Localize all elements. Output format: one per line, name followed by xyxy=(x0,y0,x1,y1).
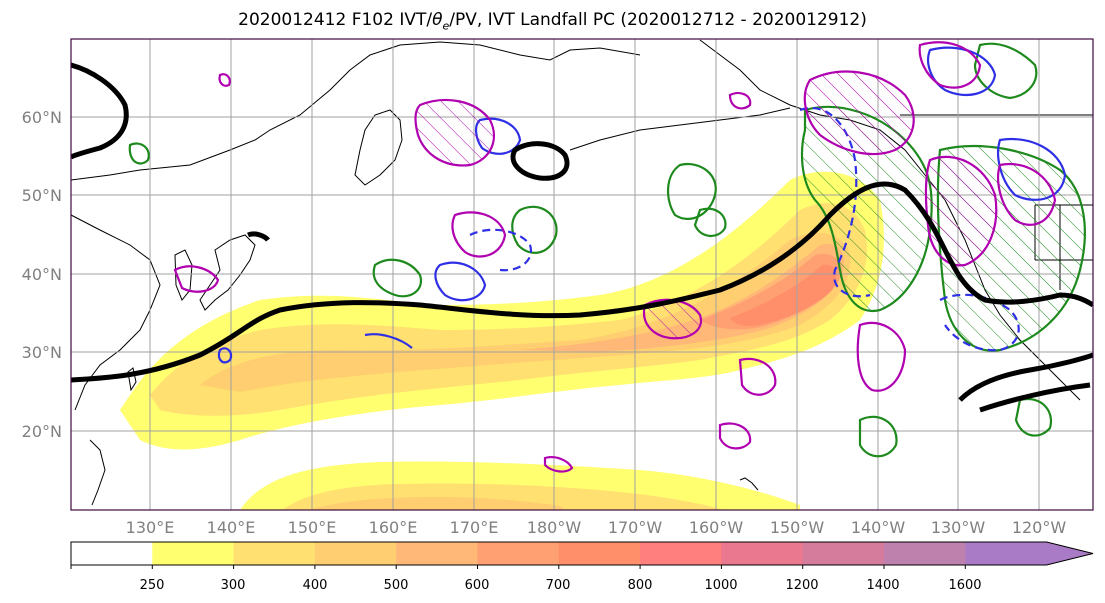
figure-title: 2020012412 F102 IVT/θe/PV, IVT Landfall … xyxy=(238,10,867,33)
colorbar-label-1000: 1000 xyxy=(704,578,737,593)
lon-label-160w: 160°W xyxy=(689,518,744,537)
colorbar-cell xyxy=(314,542,397,565)
colorbar-outline xyxy=(70,541,1094,566)
colorbar-label-800: 800 xyxy=(628,578,653,593)
colorbar-label-1400: 1400 xyxy=(866,578,899,593)
colorbar-labels: 250 300 400 500 600 700 800 1000 1200 14… xyxy=(140,578,982,593)
japan-coast xyxy=(199,234,256,311)
colorbar-cell xyxy=(396,542,478,565)
lat-label-50: 50°N xyxy=(22,186,62,205)
colorbar-cell xyxy=(233,542,316,565)
colorbar-extend-arrow xyxy=(965,542,1093,565)
jet-se-loop xyxy=(958,352,1093,402)
pv-hatched-gulf xyxy=(803,70,915,156)
jet-aleutian-loop xyxy=(510,141,570,181)
colorbar-label-300: 300 xyxy=(221,578,246,593)
philippines-coast xyxy=(89,439,106,506)
lat-label-40: 40°N xyxy=(22,265,62,284)
taiwan-coast xyxy=(127,367,137,392)
lon-label-180w: 180°W xyxy=(527,518,582,537)
colorbar-label-600: 600 xyxy=(465,578,490,593)
ivt-band-600 xyxy=(700,253,841,330)
pv-hatched-bering xyxy=(414,98,495,167)
ivt-south-band-core xyxy=(309,496,566,510)
colorbar: 250 300 400 500 600 700 800 1000 1200 14… xyxy=(70,541,1094,593)
colorbar-cell xyxy=(477,542,560,565)
kamchatka-coast xyxy=(354,109,403,186)
lon-labels: 130°E 140°E 150°E 160°E 170°E 180°W 170°… xyxy=(126,518,1067,537)
colorbar-cells xyxy=(71,542,1093,565)
lon-label-150e: 150°E xyxy=(288,518,337,537)
colorbar-cell xyxy=(558,542,641,565)
theta-e-dashed-west xyxy=(469,228,533,272)
hawaii xyxy=(739,477,759,491)
ivt-band-700 xyxy=(730,264,837,327)
lon-label-120w: 120°W xyxy=(1012,518,1067,537)
lon-label-140w: 140°W xyxy=(851,518,906,537)
colorbar-cell xyxy=(71,542,153,565)
colorbar-label-1200: 1200 xyxy=(785,578,818,593)
pv-contours xyxy=(173,41,1057,473)
colorbar-ticks xyxy=(70,565,966,569)
lat-label-60: 60°N xyxy=(22,108,62,127)
colorbar-label-500: 500 xyxy=(384,578,409,593)
jet-contours xyxy=(71,62,1093,413)
lon-label-160e: 160°E xyxy=(369,518,418,537)
lon-label-150w: 150°W xyxy=(770,518,825,537)
pv-hatched-east xyxy=(924,155,998,267)
colorbar-label-400: 400 xyxy=(303,578,328,593)
lat-label-20: 20°N xyxy=(22,422,62,441)
colorbar-cell xyxy=(802,542,885,565)
lon-label-170w: 170°W xyxy=(608,518,663,537)
lon-label-140e: 140°E xyxy=(207,518,256,537)
colorbar-label-250: 250 xyxy=(140,578,165,593)
map-area xyxy=(71,39,1093,510)
colorbar-label-1600: 1600 xyxy=(948,578,981,593)
asia-coast xyxy=(71,41,641,181)
lon-label-130w: 130°W xyxy=(931,518,986,537)
lon-label-130e: 130°E xyxy=(126,518,175,537)
map-frame xyxy=(70,38,1094,511)
lat-label-30: 30°N xyxy=(22,343,62,362)
colorbar-cell xyxy=(721,542,804,565)
colorbar-label-700: 700 xyxy=(546,578,571,593)
lat-labels: 60°N 50°N 40°N 30°N 20°N xyxy=(22,108,62,441)
theta-e-dashed-east xyxy=(939,293,1020,352)
colorbar-cell xyxy=(640,542,722,565)
lon-label-170e: 170°E xyxy=(450,518,499,537)
jet-nw-loop xyxy=(71,62,129,160)
jet-sea-of-japan xyxy=(247,231,270,242)
aleutian-chain xyxy=(569,107,791,151)
colorbar-cell xyxy=(884,542,966,565)
colorbar-cell xyxy=(152,542,235,565)
jet-se-loop-2 xyxy=(979,382,1091,413)
jet-main-line xyxy=(71,181,1093,383)
